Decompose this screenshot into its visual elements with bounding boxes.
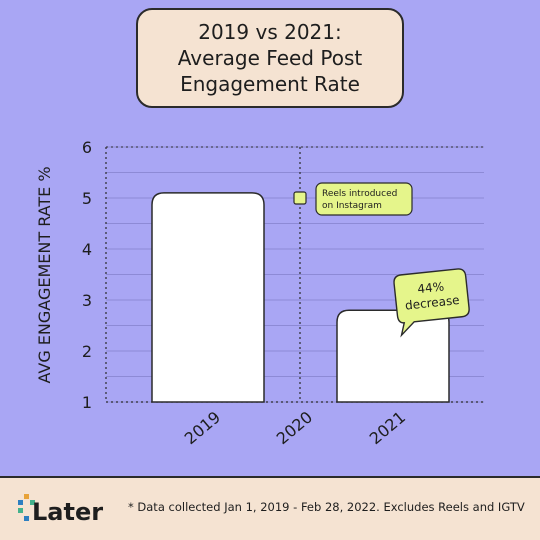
- y-tick-label: 4: [82, 240, 92, 259]
- y-tick-labels: 1 2 3 4 5 6: [82, 138, 92, 412]
- title-line-3: Engagement Rate: [180, 72, 360, 96]
- title-line-2: Average Feed Post: [177, 46, 363, 70]
- annotations: Reels introduced on Instagram 44%decrease: [293, 182, 470, 338]
- bar-chart: 1 2 3 4 5 6 2019 2020 2021 Reels introduced on I…: [35, 138, 484, 448]
- decrease-callout-line-1: 44%: [417, 280, 445, 297]
- x-tick-label-2019: 2019: [181, 407, 224, 448]
- reels-callout-box: [315, 182, 413, 216]
- reels-marker: [293, 191, 307, 205]
- bars: [151, 192, 450, 403]
- title-box: 2019 vs 2021: Average Feed Post Engageme…: [136, 8, 404, 108]
- title-line-1: 2019 vs 2021:: [198, 20, 342, 44]
- decrease-callout: 44%decrease: [393, 268, 470, 338]
- footnote: * Data collected Jan 1, 2019 - Feb 28, 2…: [128, 500, 525, 514]
- logo-text: Later: [32, 498, 103, 526]
- reels-callout-line-1: Reels introduced: [322, 189, 397, 199]
- decrease-callout-bubble: [393, 268, 470, 338]
- decrease-callout-line-2: decrease: [404, 293, 460, 313]
- reels-callout-line-2: on Instagram: [322, 201, 382, 211]
- y-tick-label: 1: [82, 393, 92, 412]
- x-tick-label-2020: 2020: [273, 407, 316, 448]
- footer: Later * Data collected Jan 1, 2019 - Feb…: [0, 476, 540, 540]
- bar-2021: [336, 309, 450, 403]
- x-tick-labels: 2019 2020 2021: [181, 407, 409, 448]
- later-logo: Later: [18, 494, 103, 526]
- y-tick-label: 5: [82, 189, 92, 208]
- y-axis-label: AVG ENGAGEMENT RATE %: [35, 166, 54, 383]
- y-tick-label: 6: [82, 138, 92, 157]
- bar-2019: [151, 192, 265, 403]
- x-tick-label-2021: 2021: [366, 407, 409, 448]
- y-tick-label: 2: [82, 342, 92, 361]
- y-tick-label: 3: [82, 291, 92, 310]
